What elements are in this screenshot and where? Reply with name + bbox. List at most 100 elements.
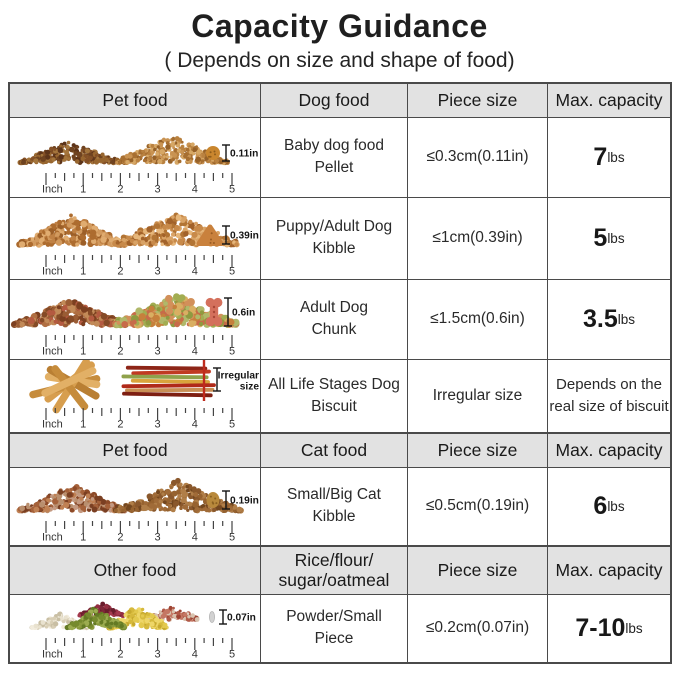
svg-text:3: 3 bbox=[155, 346, 161, 358]
page-subtitle: ( Depends on size and shape of food) bbox=[164, 48, 515, 72]
table-food-row: Irregular size Inch 1 2 3 4 5 All Life Stages D… bbox=[10, 358, 670, 432]
svg-text:2: 2 bbox=[117, 649, 123, 661]
capacity-value: 6 bbox=[593, 491, 608, 520]
food-name: Small/Big Cat Kibble bbox=[260, 467, 407, 545]
food-illustration: 0.07in Inch 1 2 3 4 5 bbox=[29, 602, 256, 661]
ruler-unit-label: Inch bbox=[42, 419, 63, 431]
svg-text:1: 1 bbox=[80, 419, 86, 431]
food-pile bbox=[10, 299, 129, 329]
food-name: Adult Dog Chunk bbox=[260, 279, 407, 359]
svg-text:1: 1 bbox=[80, 266, 86, 278]
svg-text:2: 2 bbox=[117, 346, 123, 358]
food-image-cell: 0.39in Inch 1 2 3 4 5 bbox=[10, 198, 260, 279]
food-illustration: 0.39in Inch 1 2 3 4 5 bbox=[16, 212, 259, 278]
food-image-cell: 0.07in Inch 1 2 3 4 5 bbox=[10, 595, 260, 662]
header-cell-max-capacity: Max. capacity bbox=[547, 83, 670, 117]
header-cell-pet-food: Pet food bbox=[10, 83, 260, 117]
size-bracket bbox=[222, 490, 230, 511]
svg-text:2: 2 bbox=[117, 184, 123, 196]
capacity-unit: lbs bbox=[617, 311, 636, 327]
ruler-unit-label: Inch bbox=[42, 649, 63, 661]
size-label: Irregular size bbox=[218, 371, 260, 393]
piece-size: ≤0.3cm(0.11in) bbox=[407, 117, 547, 197]
food-pile bbox=[64, 607, 127, 631]
table-food-row: 0.19in Inch 1 2 3 4 5 Small/Big Cat Kibble ≤0.… bbox=[10, 466, 670, 545]
inch-ruler: Inch 1 2 3 4 5 bbox=[42, 173, 235, 196]
ruler-unit-label: Inch bbox=[42, 532, 63, 544]
size-label: 0.39in bbox=[230, 231, 259, 242]
header-cell-rice-flour-sugar-oatmeal: Rice/flour/ sugar/oatmeal bbox=[260, 546, 407, 594]
svg-text:4: 4 bbox=[192, 419, 198, 431]
svg-text:4: 4 bbox=[192, 184, 198, 196]
inch-ruler: Inch 1 2 3 4 5 bbox=[42, 521, 235, 544]
food-pile bbox=[16, 484, 128, 515]
header-cell-piece-size: Piece size bbox=[407, 433, 547, 467]
header-cell-other-food: Other food bbox=[10, 546, 260, 594]
table-header-row: Pet food Cat food Piece size Max. capaci… bbox=[10, 431, 670, 467]
size-bracket bbox=[222, 225, 230, 246]
svg-text:4: 4 bbox=[192, 532, 198, 544]
bone-chunk-icon bbox=[205, 298, 223, 327]
size-label: 0.11in bbox=[230, 149, 258, 160]
food-name: Baby dog food Pellet bbox=[260, 117, 407, 197]
page-title: Capacity Guidance bbox=[191, 8, 488, 44]
food-pile bbox=[114, 136, 230, 166]
max-capacity: 6 lbs bbox=[547, 467, 670, 545]
food-image-cell: 0.19in Inch 1 2 3 4 5 bbox=[10, 468, 260, 545]
svg-text:5: 5 bbox=[229, 649, 235, 661]
inch-ruler: Inch 1 2 3 4 5 bbox=[42, 408, 235, 431]
food-pile bbox=[29, 359, 101, 414]
food-pile bbox=[121, 366, 216, 398]
inch-ruler: Inch 1 2 3 4 5 bbox=[42, 638, 235, 661]
food-image-cell: 0.6in Inch 1 2 3 4 5 bbox=[10, 280, 260, 359]
header-cell-cat-food: Cat food bbox=[260, 433, 407, 467]
food-pile bbox=[112, 478, 244, 515]
table-food-row: 0.39in Inch 1 2 3 4 5 Puppy/Adult Dog Kibble ≤… bbox=[10, 196, 670, 279]
ruler-unit-label: Inch bbox=[42, 184, 63, 196]
svg-text:1: 1 bbox=[80, 532, 86, 544]
food-image-cell: Irregular size Inch 1 2 3 4 5 bbox=[10, 359, 260, 432]
triangle-kibble-icon bbox=[196, 224, 224, 247]
food-image-cell: 0.11in Inch 1 2 3 4 5 bbox=[10, 118, 260, 197]
header-cell-pet-food: Pet food bbox=[10, 433, 260, 467]
food-name: Powder/Small Piece bbox=[260, 594, 407, 662]
svg-text:3: 3 bbox=[155, 532, 161, 544]
max-capacity: 5 lbs bbox=[547, 197, 670, 279]
food-illustration: 0.6in Inch 1 2 3 4 5 bbox=[10, 293, 255, 358]
svg-text:4: 4 bbox=[192, 266, 198, 278]
size-bracket bbox=[213, 367, 221, 393]
capacity-value: 7 bbox=[593, 142, 608, 171]
max-capacity: 3.5 lbs bbox=[547, 279, 670, 359]
svg-text:1: 1 bbox=[80, 649, 86, 661]
svg-text:1: 1 bbox=[80, 346, 86, 358]
max-capacity: 7 lbs bbox=[547, 117, 670, 197]
size-bracket bbox=[219, 609, 227, 626]
tiny-grain-icon bbox=[208, 611, 215, 624]
table-food-row: 0.11in Inch 1 2 3 4 5 Baby dog food Pellet ≤0.… bbox=[10, 116, 670, 197]
header-cell-max-capacity: Max. capacity bbox=[547, 433, 670, 467]
svg-text:3: 3 bbox=[155, 649, 161, 661]
header-cell-max-capacity: Max. capacity bbox=[547, 546, 670, 594]
svg-text:2: 2 bbox=[117, 532, 123, 544]
max-capacity: Depends on the real size of biscuit bbox=[547, 359, 670, 432]
irregular-biscuit-stick-icon bbox=[202, 359, 206, 402]
piece-size: ≤0.5cm(0.19in) bbox=[407, 467, 547, 545]
capacity-unit: lbs bbox=[607, 230, 625, 246]
svg-text:2: 2 bbox=[117, 266, 123, 278]
svg-text:5: 5 bbox=[229, 266, 235, 278]
capacity-note: Depends on the real size of biscuit bbox=[549, 376, 669, 415]
piece-size: ≤1.5cm(0.6in) bbox=[407, 279, 547, 359]
header-cell-piece-size: Piece size bbox=[407, 83, 547, 117]
food-illustration: 0.19in Inch 1 2 3 4 5 bbox=[16, 478, 259, 544]
size-label: 0.6in bbox=[232, 308, 255, 319]
size-label: 0.19in bbox=[230, 496, 259, 507]
capacity-guidance-page: Capacity Guidance ( Depends on size and … bbox=[0, 8, 679, 675]
capacity-unit: lbs bbox=[625, 620, 643, 636]
inch-ruler: Inch 1 2 3 4 5 bbox=[42, 335, 235, 358]
round-pellet-icon bbox=[206, 146, 220, 161]
size-bracket bbox=[224, 297, 232, 328]
food-pile bbox=[112, 293, 240, 329]
ruler-unit-label: Inch bbox=[42, 266, 63, 278]
svg-text:3: 3 bbox=[155, 184, 161, 196]
svg-text:5: 5 bbox=[229, 184, 235, 196]
